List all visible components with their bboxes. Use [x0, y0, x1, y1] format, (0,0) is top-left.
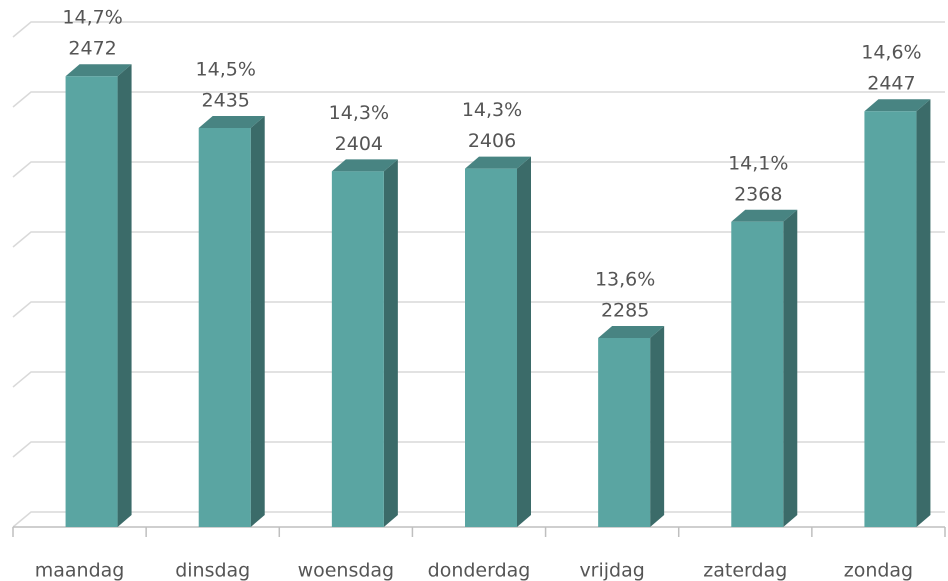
value-label: 2404 — [335, 133, 383, 155]
value-label: 2285 — [601, 300, 649, 322]
bar-front — [731, 221, 784, 528]
bar — [598, 326, 665, 527]
x-tick-label: zondag — [844, 560, 913, 581]
percentage-label: 14,5% — [196, 59, 256, 81]
value-label: 2472 — [68, 38, 116, 60]
percentage-label: 14,1% — [728, 152, 788, 174]
bar-side — [783, 209, 798, 528]
percentage-label: 14,3% — [462, 99, 522, 121]
bar-front — [331, 171, 384, 527]
bar-front — [465, 168, 517, 527]
percentage-label: 14,3% — [329, 102, 389, 124]
bar-front — [65, 76, 118, 527]
bar — [198, 116, 265, 527]
percentage-label: 14,6% — [861, 42, 921, 64]
value-label: 2406 — [468, 130, 516, 152]
bar — [864, 99, 931, 527]
bar-top — [65, 64, 132, 77]
grid-line — [12, 21, 945, 38]
x-tick-label: maandag — [35, 560, 125, 581]
bar-side — [117, 64, 132, 527]
bar-front — [198, 128, 251, 527]
bar — [331, 159, 398, 527]
bar-side — [650, 326, 665, 527]
bar-top — [331, 159, 398, 172]
bar — [65, 64, 132, 527]
bar-top — [731, 209, 798, 222]
x-tick-label: vrijdag — [579, 560, 644, 581]
grid-line — [12, 91, 945, 108]
bar-top — [864, 99, 931, 112]
x-tick-label: donderdag — [428, 560, 531, 581]
value-label: 2368 — [734, 183, 782, 205]
bar-top — [598, 326, 665, 338]
grid-line — [12, 161, 945, 178]
bar-side — [383, 159, 398, 527]
bar-side — [517, 156, 531, 527]
value-label: 2435 — [202, 90, 250, 112]
x-tick-label: woensdag — [298, 560, 395, 581]
bar-side — [250, 116, 265, 527]
grid-line — [12, 301, 945, 318]
x-tick-label: zaterdag — [703, 560, 787, 581]
bar — [465, 156, 531, 527]
bar-front — [864, 111, 917, 527]
bar-top — [198, 116, 265, 128]
percentage-label: 13,6% — [595, 269, 655, 291]
grid-line — [12, 231, 945, 248]
bar — [731, 209, 798, 528]
bar-side — [916, 99, 931, 527]
bar-top — [465, 156, 531, 169]
percentage-label: 14,7% — [62, 7, 122, 29]
value-label: 2447 — [867, 73, 915, 95]
bar-front — [598, 338, 651, 527]
x-tick-label: dinsdag — [175, 560, 250, 581]
